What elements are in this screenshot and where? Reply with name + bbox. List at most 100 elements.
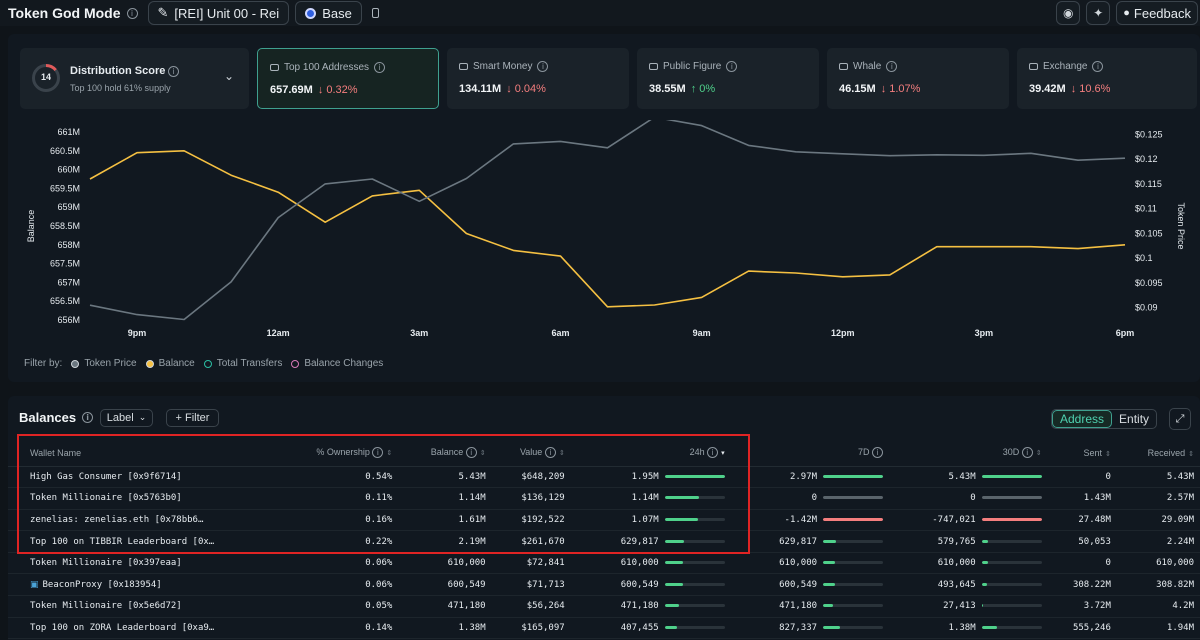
- legend-item[interactable]: Token Price: [71, 358, 137, 369]
- pin-icon[interactable]: ✦: [1086, 1, 1111, 25]
- copy-icon[interactable]: [371, 8, 379, 18]
- table-row[interactable]: ▣ BeaconProxy [0x183954] 0.06% 600,549 $71,7…: [8, 573, 1200, 597]
- table-row[interactable]: Top 100 on ZORA Leaderboard [0xa9… 0.14% 1…: [8, 617, 1200, 640]
- change-30d-bar: [981, 604, 1042, 608]
- change-7d-bar: [823, 539, 884, 543]
- legend-item[interactable]: Balance: [145, 358, 195, 369]
- y2-axis-label: Token Price: [1176, 202, 1186, 249]
- chevron-down-icon[interactable]: ⌄: [224, 69, 235, 83]
- sort-icon: ⇕: [1105, 450, 1111, 458]
- legend-item[interactable]: Balance Changes: [291, 358, 383, 369]
- change-24h-bar: [664, 539, 725, 543]
- table-row[interactable]: High Gas Consumer [0x9f6714] 0.54% 5.43M $6…: [8, 466, 1200, 489]
- filter-button[interactable]: + Filter: [166, 409, 219, 427]
- token-selector[interactable]: ✎ [REI] Unit 00 - Rei: [147, 1, 290, 25]
- col-balance[interactable]: Balance i ⇕: [398, 440, 492, 467]
- value-cell: $72,841: [491, 552, 571, 575]
- change-7d-value: -1.42M: [784, 514, 818, 525]
- metric-card[interactable]: Whale i 46.15M ↓ 1.07%: [827, 48, 1009, 109]
- card-label: Exchange: [1043, 61, 1088, 72]
- table-row[interactable]: Top 100 on TIBBIR Leaderboard [0x… 0.22% 2…: [8, 530, 1200, 553]
- col-wallet-name[interactable]: Wallet Name: [8, 440, 276, 467]
- info-icon[interactable]: i: [886, 61, 898, 72]
- change-7d-cell: 629,817: [730, 530, 890, 553]
- change-30d-cell: 610,000: [889, 552, 1048, 575]
- change-7d-bar: [823, 561, 884, 565]
- col-received[interactable]: Received ⇕: [1116, 440, 1200, 467]
- received-cell: 4.2M: [1116, 595, 1200, 618]
- info-icon[interactable]: i: [168, 66, 179, 77]
- value-cell: $648,209: [491, 466, 571, 489]
- change-30d-cell: 27,413: [889, 595, 1048, 618]
- ownership-cell: 0.06%: [275, 552, 399, 575]
- metric-card[interactable]: Top 100 Addresses i 657.69M ↓ 0.32%: [257, 48, 439, 109]
- y-tick-label: 661M: [57, 127, 80, 137]
- wallet-name-cell[interactable]: zenelias: zenelias.eth [0x78bb6…: [8, 509, 276, 532]
- metric-card[interactable]: Exchange i 39.42M ↓ 10.6%: [1017, 48, 1197, 109]
- table-row[interactable]: Token Millionaire [0x397eaa] 0.06% 610,000…: [8, 552, 1200, 575]
- col-sent[interactable]: Sent ⇕: [1047, 440, 1117, 467]
- table-row[interactable]: Token Millionaire [0x5763b0] 0.11% 1.14M $1…: [8, 487, 1200, 510]
- col-label: Balance: [430, 447, 464, 458]
- info-icon: i: [544, 447, 556, 459]
- wallet-name-cell[interactable]: Token Millionaire [0x5763b0]: [8, 487, 276, 510]
- balance-cell: 1.38M: [398, 617, 492, 640]
- distribution-score-subtitle: Top 100 hold 61% supply: [70, 83, 171, 93]
- wallet-name-cell[interactable]: ▣ BeaconProxy [0x183954]: [8, 573, 276, 597]
- wallet-name-cell[interactable]: High Gas Consumer [0x9f6714]: [8, 466, 276, 489]
- change-7d-cell: 827,337: [730, 617, 890, 640]
- info-icon[interactable]: i: [1092, 61, 1104, 72]
- change-7d-bar: [823, 625, 884, 629]
- distribution-score-card[interactable]: 14 Distribution Score i Top 100 hold 61%…: [20, 48, 249, 109]
- change-30d-value: -747,021: [932, 514, 976, 525]
- wallet-name: Top 100 on TIBBIR Leaderboard [0x…: [30, 536, 215, 547]
- col-value[interactable]: Value i ⇕: [491, 440, 571, 467]
- change-7d-value: 610,000: [779, 558, 818, 569]
- y-tick-label: 657.5M: [50, 259, 80, 269]
- change-7d-bar: [823, 517, 884, 521]
- table-row[interactable]: zenelias: zenelias.eth [0x78bb6… 0.16% 1.6…: [8, 509, 1200, 532]
- wallet-name: Top 100 on ZORA Leaderboard [0xa9…: [30, 622, 215, 633]
- info-icon[interactable]: i: [374, 62, 386, 73]
- metric-card[interactable]: Public Figure i 38.55M ↑ 0%: [637, 48, 819, 109]
- received-cell: 29.09M: [1116, 509, 1200, 532]
- legend-dot-icon: [291, 359, 300, 368]
- change-30d-value: 579,765: [937, 536, 976, 547]
- info-icon[interactable]: i: [537, 61, 549, 72]
- broadcast-icon[interactable]: ◉: [1056, 1, 1081, 25]
- address-toggle[interactable]: Address: [1052, 410, 1113, 428]
- balances-title: Balances: [19, 410, 77, 425]
- col-24h[interactable]: 24h i ▾: [570, 440, 731, 467]
- series-line-token-price: [89, 120, 1126, 321]
- label-dropdown-text: Label: [106, 412, 134, 424]
- wallet-name-cell[interactable]: Top 100 on ZORA Leaderboard [0xa9…: [8, 617, 276, 640]
- legend-item[interactable]: Total Transfers: [203, 358, 282, 369]
- change-30d-value: 1.38M: [948, 622, 976, 633]
- wallet-name-cell[interactable]: Token Millionaire [0x397eaa]: [8, 552, 276, 575]
- info-icon[interactable]: i: [82, 412, 94, 423]
- chain-selector[interactable]: Base: [295, 1, 362, 25]
- col-7d[interactable]: 7D i: [730, 440, 890, 467]
- info-icon[interactable]: i: [726, 61, 738, 72]
- col-ownership[interactable]: % Ownership i ⇕: [275, 440, 399, 467]
- address-entity-toggle: Address Entity: [1051, 409, 1158, 429]
- table-row[interactable]: Token Millionaire [0x5e6d72] 0.05% 471,180…: [8, 595, 1200, 618]
- wallet-name-cell[interactable]: Top 100 on TIBBIR Leaderboard [0x…: [8, 530, 276, 553]
- info-icon[interactable]: i: [126, 7, 138, 19]
- wallet-name-cell[interactable]: Token Millionaire [0x5e6d72]: [8, 595, 276, 618]
- feedback-button[interactable]: ● Feedback: [1116, 1, 1198, 25]
- entity-toggle[interactable]: Entity: [1119, 412, 1150, 426]
- ownership-cell: 0.16%: [275, 509, 399, 532]
- balance-cell: 1.14M: [398, 487, 492, 510]
- col-30d[interactable]: 30D i ⇕: [889, 440, 1048, 467]
- ownership-cell: 0.14%: [275, 617, 399, 640]
- x-tick-label: 3pm: [975, 328, 994, 338]
- expand-icon[interactable]: ⤢: [1169, 408, 1191, 430]
- label-dropdown[interactable]: Label ⌄: [100, 409, 153, 427]
- received-cell: 1.94M: [1116, 617, 1200, 640]
- change-24h-bar: [664, 517, 725, 521]
- sort-icon: ⇕: [558, 450, 565, 458]
- change-24h-bar: [664, 561, 725, 565]
- change-30d-bar: [981, 625, 1042, 629]
- metric-card[interactable]: Smart Money i 134.11M ↓ 0.04%: [447, 48, 629, 109]
